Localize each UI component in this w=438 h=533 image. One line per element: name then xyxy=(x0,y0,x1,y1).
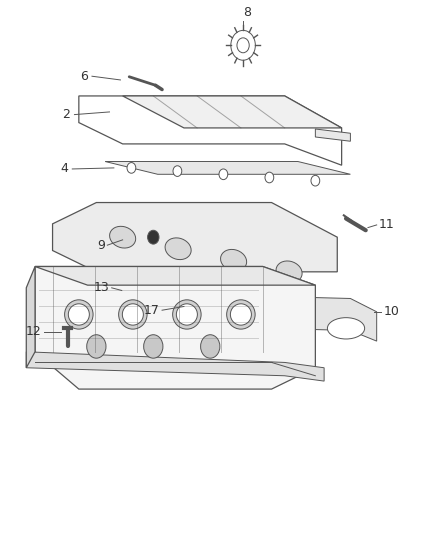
Circle shape xyxy=(173,166,182,176)
Ellipse shape xyxy=(227,300,255,329)
Polygon shape xyxy=(35,266,315,389)
Ellipse shape xyxy=(173,300,201,329)
Ellipse shape xyxy=(221,249,247,271)
Ellipse shape xyxy=(187,302,224,323)
Circle shape xyxy=(311,175,320,186)
Ellipse shape xyxy=(276,261,302,282)
Polygon shape xyxy=(123,96,342,128)
Ellipse shape xyxy=(119,300,147,329)
Polygon shape xyxy=(26,266,35,368)
Ellipse shape xyxy=(110,227,136,248)
Polygon shape xyxy=(26,352,324,381)
Text: 6: 6 xyxy=(80,70,88,83)
Ellipse shape xyxy=(230,304,251,325)
Ellipse shape xyxy=(122,304,143,325)
Text: 9: 9 xyxy=(97,239,105,252)
Text: 17: 17 xyxy=(144,304,160,317)
Circle shape xyxy=(148,230,159,244)
Text: 8: 8 xyxy=(244,6,251,19)
Ellipse shape xyxy=(257,310,294,331)
Polygon shape xyxy=(315,129,350,141)
Text: 13: 13 xyxy=(94,281,110,294)
Polygon shape xyxy=(158,294,377,341)
Ellipse shape xyxy=(327,318,364,339)
Ellipse shape xyxy=(165,238,191,260)
Text: 12: 12 xyxy=(26,325,42,338)
Ellipse shape xyxy=(68,304,89,325)
Circle shape xyxy=(87,335,106,358)
Text: 2: 2 xyxy=(62,108,70,121)
Circle shape xyxy=(144,335,163,358)
Circle shape xyxy=(265,172,274,183)
Polygon shape xyxy=(53,203,337,272)
Circle shape xyxy=(127,163,136,173)
Circle shape xyxy=(201,335,220,358)
Polygon shape xyxy=(105,161,350,174)
Ellipse shape xyxy=(177,304,198,325)
Polygon shape xyxy=(35,266,315,285)
Text: 4: 4 xyxy=(60,163,68,175)
Ellipse shape xyxy=(65,300,93,329)
Text: 11: 11 xyxy=(379,219,395,231)
Circle shape xyxy=(219,169,228,180)
Text: 10: 10 xyxy=(383,305,399,318)
